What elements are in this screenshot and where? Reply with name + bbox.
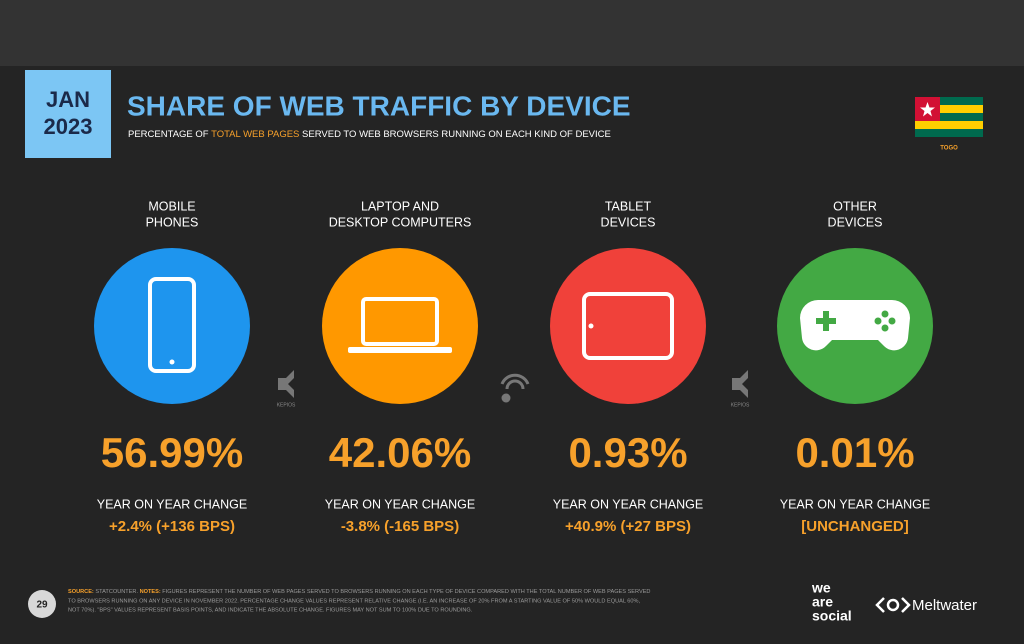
change-label: YEAR ON YEAR CHANGE — [780, 497, 931, 511]
change-label: YEAR ON YEAR CHANGE — [553, 497, 704, 511]
flag — [915, 97, 983, 137]
subtitle-part: PERCENTAGE OF — [128, 129, 211, 140]
title: SHARE OF WEB TRAFFIC BY DEVICE — [127, 90, 631, 121]
card-label: DESKTOP COMPUTERS — [329, 215, 472, 229]
card-label: PHONES — [146, 215, 199, 229]
icon-circle — [550, 248, 706, 404]
laptop-icon — [361, 297, 439, 346]
source: STATCOUNTER. — [94, 589, 140, 595]
watermark: KEPIOS — [277, 402, 296, 408]
card-value: 0.01% — [795, 429, 914, 476]
date-year: 2023 — [44, 114, 93, 139]
icon-circle — [94, 248, 250, 404]
notes-label: NOTES: — [140, 589, 161, 595]
watermark-icon — [732, 370, 748, 398]
page-badge — [28, 590, 56, 618]
meltwater-icon — [875, 597, 911, 613]
subtitle-part: SERVED TO WEB BROWSERS RUNNING ON EACH K… — [299, 129, 610, 140]
change-label: YEAR ON YEAR CHANGE — [325, 497, 476, 511]
flag-label: TOGO — [940, 146, 958, 152]
card-value: 56.99% — [101, 429, 243, 476]
logo-text: are — [812, 594, 833, 610]
change-value: +40.9% (+27 BPS) — [565, 518, 691, 535]
laptop-base — [348, 347, 452, 353]
change-value: +2.4% (+136 BPS) — [109, 518, 235, 535]
watermark-icon — [500, 373, 530, 403]
card-value: 42.06% — [329, 429, 471, 476]
date-month: JAN — [46, 87, 90, 112]
change-value: -3.8% (-165 BPS) — [341, 518, 459, 535]
tablet-icon — [582, 292, 674, 360]
phone-icon — [148, 277, 196, 373]
notes-line: NOT 70%). "BPS" VALUES REPRESENT BASIS P… — [68, 607, 473, 613]
card-label: DEVICES — [828, 215, 883, 229]
gamepad-icon — [800, 300, 910, 351]
page-number: 29 — [36, 600, 48, 611]
change-label: YEAR ON YEAR CHANGE — [97, 497, 248, 511]
source-label: SOURCE: — [68, 589, 94, 595]
top-band — [0, 0, 1024, 66]
notes-line: TO BROWSERS RUNNING ON ANY DEVICE IN NOV… — [68, 598, 640, 604]
logo-text: Meltwater — [912, 597, 977, 614]
card-label: DEVICES — [601, 215, 656, 229]
tablet-button — [588, 323, 594, 329]
subtitle: PERCENTAGE OF TOTAL WEB PAGES SERVED TO … — [128, 129, 611, 140]
icon-circle — [322, 248, 478, 404]
card-label: MOBILE — [148, 199, 195, 213]
logo-text: social — [812, 608, 852, 624]
phone-button — [169, 359, 175, 365]
change-value: [UNCHANGED] — [801, 518, 909, 535]
watermark: KEPIOS — [731, 402, 750, 408]
card-label: TABLET — [605, 199, 652, 213]
card-label: LAPTOP AND — [361, 199, 439, 213]
footer-note: SOURCE: STATCOUNTER. NOTES: FIGURES REPR… — [68, 589, 650, 595]
logo-text: we — [811, 580, 831, 596]
notes-line: FIGURES REPRESENT THE NUMBER OF WEB PAGE… — [161, 589, 651, 595]
subtitle-highlight: TOTAL WEB PAGES — [211, 129, 299, 140]
date-box — [25, 70, 111, 158]
card-value: 0.93% — [568, 429, 687, 476]
watermark-icon — [278, 370, 294, 398]
card-label: OTHER — [833, 199, 877, 213]
